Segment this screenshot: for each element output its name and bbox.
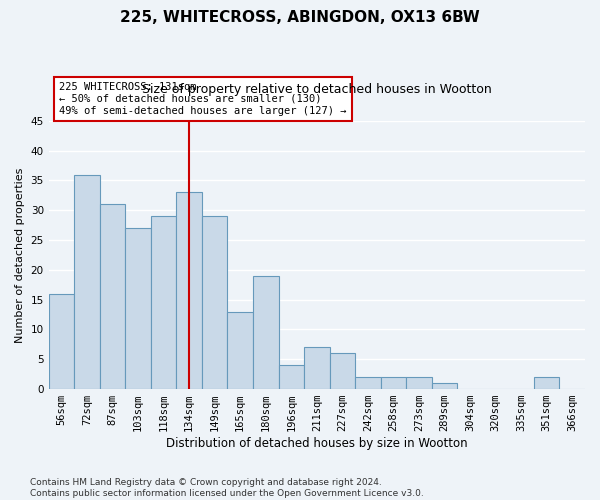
Bar bbox=[176, 192, 202, 389]
Bar bbox=[534, 377, 559, 389]
Bar bbox=[49, 294, 74, 389]
Bar bbox=[432, 383, 457, 389]
Bar bbox=[74, 174, 100, 389]
Bar bbox=[278, 365, 304, 389]
Bar bbox=[100, 204, 125, 389]
Bar bbox=[202, 216, 227, 389]
Bar bbox=[304, 348, 329, 389]
Bar bbox=[380, 377, 406, 389]
Bar bbox=[151, 216, 176, 389]
Bar bbox=[125, 228, 151, 389]
X-axis label: Distribution of detached houses by size in Wootton: Distribution of detached houses by size … bbox=[166, 437, 467, 450]
Title: Size of property relative to detached houses in Wootton: Size of property relative to detached ho… bbox=[142, 83, 492, 96]
Bar bbox=[227, 312, 253, 389]
Text: Contains HM Land Registry data © Crown copyright and database right 2024.
Contai: Contains HM Land Registry data © Crown c… bbox=[30, 478, 424, 498]
Y-axis label: Number of detached properties: Number of detached properties bbox=[15, 168, 25, 342]
Bar bbox=[355, 377, 380, 389]
Bar bbox=[253, 276, 278, 389]
Bar bbox=[329, 354, 355, 389]
Bar bbox=[406, 377, 432, 389]
Text: 225, WHITECROSS, ABINGDON, OX13 6BW: 225, WHITECROSS, ABINGDON, OX13 6BW bbox=[120, 10, 480, 25]
Text: 225 WHITECROSS: 131sqm
← 50% of detached houses are smaller (130)
49% of semi-de: 225 WHITECROSS: 131sqm ← 50% of detached… bbox=[59, 82, 347, 116]
